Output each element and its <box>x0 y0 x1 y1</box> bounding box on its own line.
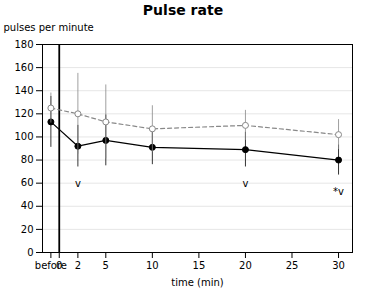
svg-text:180: 180 <box>14 39 33 50</box>
svg-text:40: 40 <box>21 200 34 211</box>
svg-text:v: v <box>75 178 81 189</box>
svg-text:160: 160 <box>14 62 33 73</box>
svg-text:20: 20 <box>21 224 34 235</box>
svg-text:v: v <box>242 178 248 189</box>
svg-text:time (min): time (min) <box>171 277 224 288</box>
svg-text:60: 60 <box>21 177 34 188</box>
svg-text:10: 10 <box>146 260 159 271</box>
svg-text:100: 100 <box>14 131 33 142</box>
svg-text:5: 5 <box>103 260 109 271</box>
svg-text:80: 80 <box>21 154 34 165</box>
svg-text:before: before <box>35 260 67 271</box>
svg-text:0: 0 <box>56 260 62 271</box>
html-text:Pulse rate: Pulse rate <box>142 2 224 18</box>
svg-text:25: 25 <box>286 260 299 271</box>
svg-text:120: 120 <box>14 108 33 119</box>
svg-text:*v: *v <box>333 186 344 197</box>
svg-text:2: 2 <box>75 260 81 271</box>
svg-text:0: 0 <box>27 247 33 258</box>
svg-text:140: 140 <box>14 85 33 96</box>
svg-text:15: 15 <box>193 260 206 271</box>
svg-text:30: 30 <box>332 260 345 271</box>
svg-text:20: 20 <box>239 260 252 271</box>
svg-text:pulses per minute: pulses per minute <box>4 22 94 33</box>
